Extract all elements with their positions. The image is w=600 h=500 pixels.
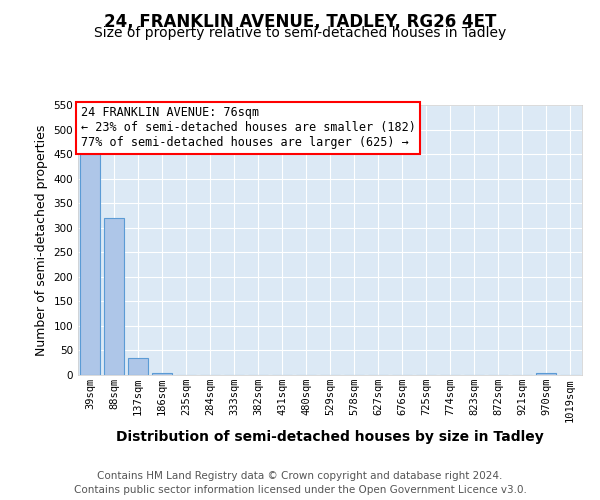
Text: Size of property relative to semi-detached houses in Tadley: Size of property relative to semi-detach… — [94, 26, 506, 40]
Bar — [128, 358, 148, 375]
Bar — [536, 372, 556, 375]
Y-axis label: Number of semi-detached properties: Number of semi-detached properties — [35, 124, 48, 356]
Text: 24, FRANKLIN AVENUE, TADLEY, RG26 4ET: 24, FRANKLIN AVENUE, TADLEY, RG26 4ET — [104, 12, 496, 30]
Bar — [80, 154, 100, 375]
Bar — [152, 372, 172, 375]
Bar — [104, 218, 124, 375]
Text: Contains HM Land Registry data © Crown copyright and database right 2024.
Contai: Contains HM Land Registry data © Crown c… — [74, 471, 526, 495]
X-axis label: Distribution of semi-detached houses by size in Tadley: Distribution of semi-detached houses by … — [116, 430, 544, 444]
Text: 24 FRANKLIN AVENUE: 76sqm
← 23% of semi-detached houses are smaller (182)
77% of: 24 FRANKLIN AVENUE: 76sqm ← 23% of semi-… — [80, 106, 415, 150]
